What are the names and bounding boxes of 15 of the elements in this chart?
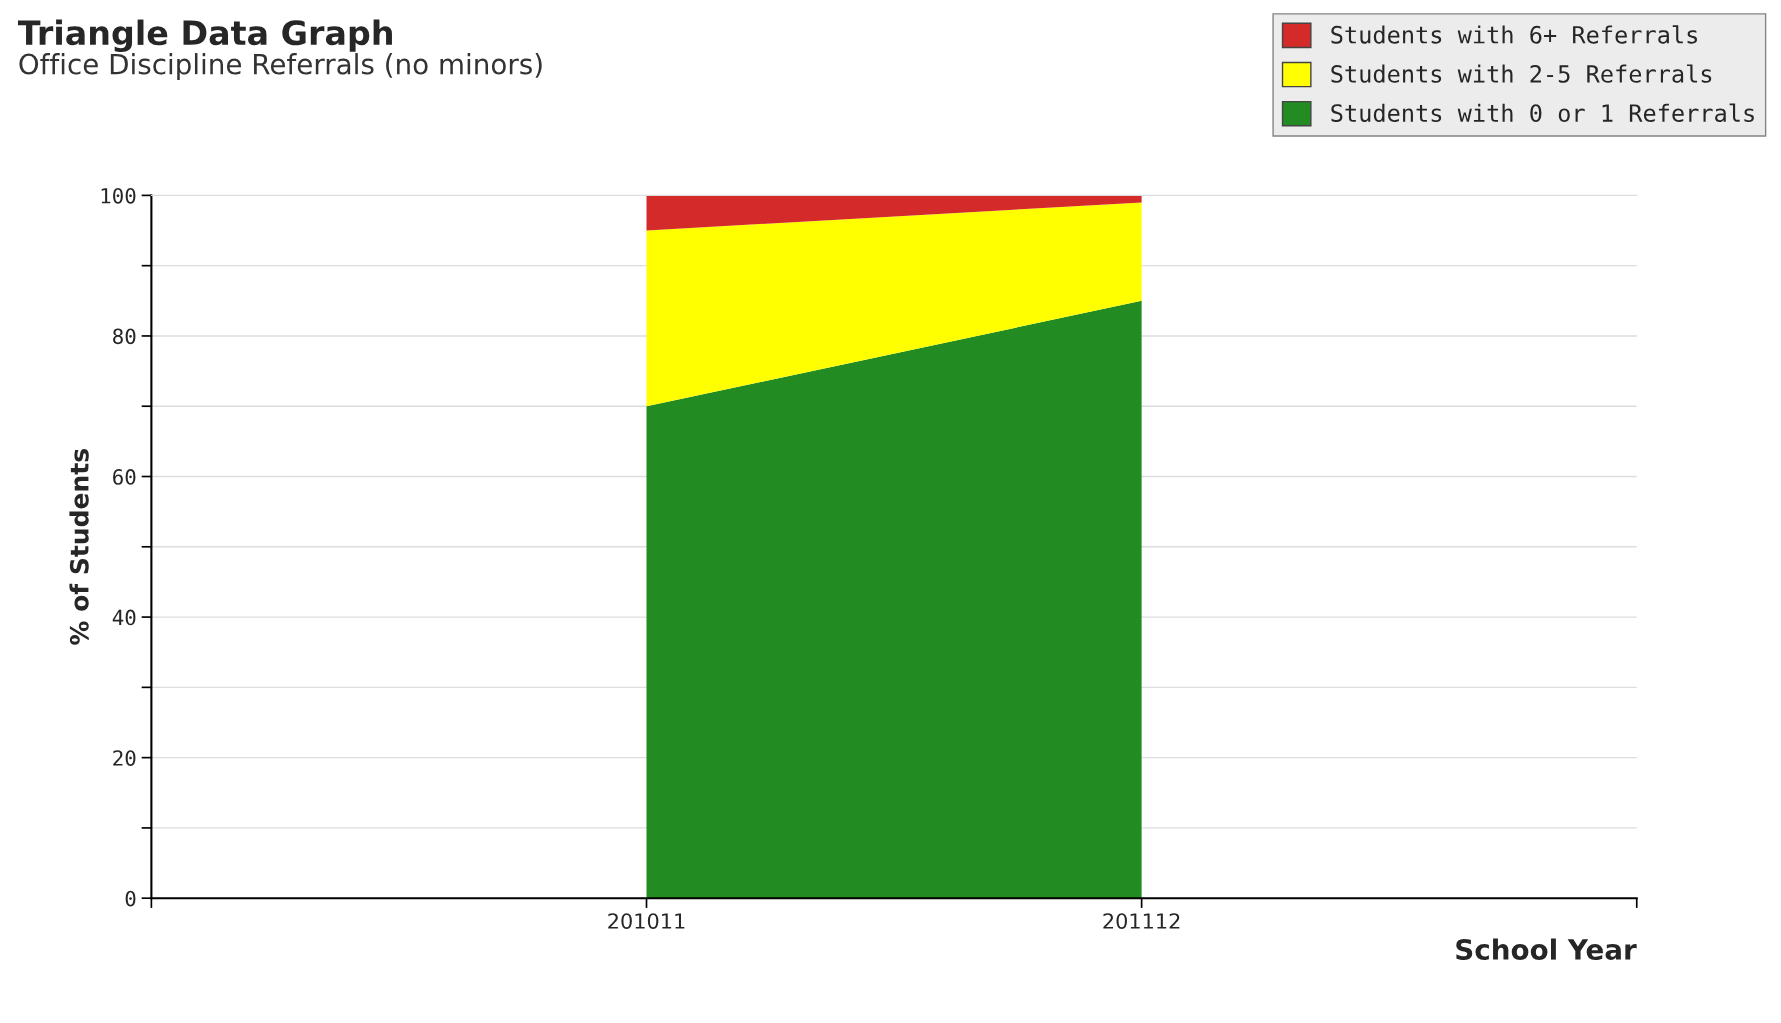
y-tick-label: 60: [113, 469, 136, 485]
x-axis-title: School Year: [1456, 938, 1637, 960]
legend-label: Students with 2-5 Referrals: [1331, 64, 1712, 83]
x-tick-label: 201112: [1103, 913, 1180, 929]
y-tick-label: 80: [113, 328, 136, 345]
legend-label: Students with 6+ Referrals: [1331, 25, 1697, 44]
chart-subtitle: Office Discipline Referrals (no minors): [19, 53, 542, 80]
legend-label: Students with 0 or 1 Referrals: [1331, 103, 1754, 122]
chart-title: Triangle Data Graph: [17, 19, 392, 53]
y-tick-label: 40: [112, 609, 136, 626]
y-tick-label: 20: [113, 750, 136, 766]
y-tick-label: 100: [101, 187, 136, 204]
x-tick-label: 201011: [608, 913, 685, 929]
y-axis-title: % of Students: [69, 449, 89, 645]
y-tick-label: 0: [125, 890, 136, 907]
